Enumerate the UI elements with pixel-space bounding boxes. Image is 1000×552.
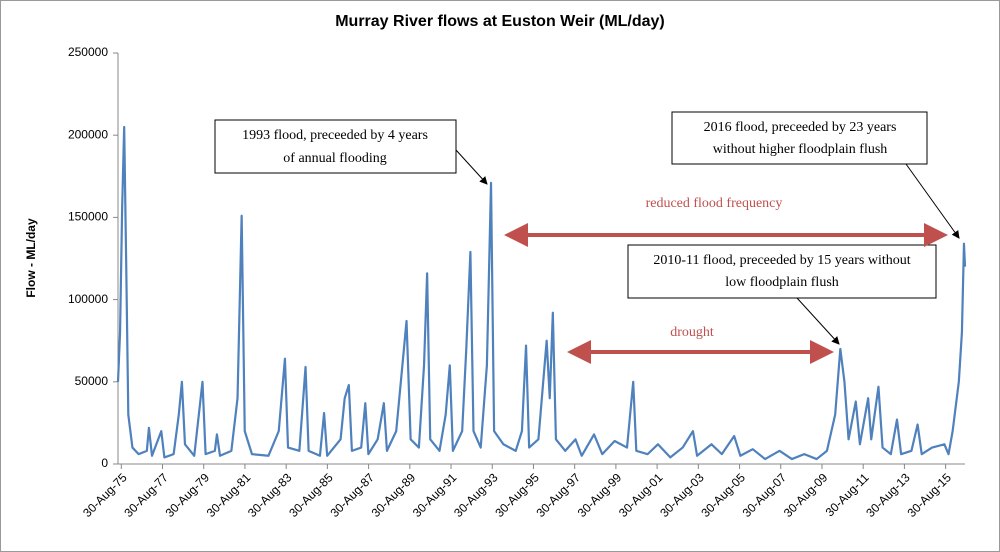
y-tick-label: 150000 bbox=[68, 210, 108, 224]
annotation-text: reduced flood frequency bbox=[646, 196, 783, 211]
y-tick-label: 0 bbox=[101, 456, 108, 470]
annotation-box bbox=[671, 111, 928, 165]
annotation-box bbox=[214, 119, 457, 174]
leader bbox=[796, 297, 840, 345]
annotation-text: without higher floodplain flush bbox=[713, 142, 888, 157]
annotation-text: low floodplain flush bbox=[725, 275, 839, 290]
annotation-text: drought bbox=[670, 325, 714, 340]
y-axis-label: Flow - ML/day bbox=[24, 218, 38, 298]
y-tick-label: 200000 bbox=[68, 127, 108, 141]
leader bbox=[455, 149, 488, 185]
y-tick-label: 100000 bbox=[68, 292, 108, 306]
annotation-text: 2016 flood, preceeded by 23 years bbox=[704, 120, 897, 135]
chart-title: Murray River flows at Euston Weir (ML/da… bbox=[335, 13, 665, 30]
leader bbox=[905, 163, 960, 239]
annotation-text: 1993 flood, preceeded by 4 years bbox=[242, 128, 428, 143]
y-tick-label: 50000 bbox=[75, 374, 109, 388]
y-tick-label: 250000 bbox=[68, 45, 108, 59]
annotation-text: 2010-11 flood, preceeded by 15 years wit… bbox=[653, 253, 910, 268]
flow-line bbox=[116, 125, 967, 461]
annotation-box bbox=[627, 244, 937, 299]
annotation-text: of annual flooding bbox=[283, 151, 386, 166]
